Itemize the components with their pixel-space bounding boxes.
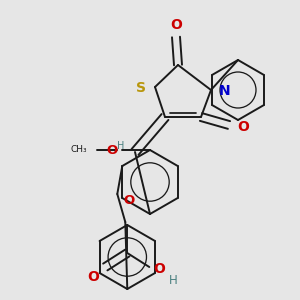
Text: O: O: [87, 270, 99, 284]
Text: O: O: [153, 262, 165, 276]
Text: O: O: [170, 18, 182, 32]
Text: N: N: [219, 84, 231, 98]
Text: O: O: [237, 120, 249, 134]
Text: S: S: [136, 81, 146, 95]
Text: CH₃: CH₃: [71, 146, 87, 154]
Text: O: O: [124, 194, 135, 206]
Text: H: H: [117, 141, 125, 151]
Text: H: H: [169, 274, 178, 287]
Text: O: O: [106, 143, 118, 157]
